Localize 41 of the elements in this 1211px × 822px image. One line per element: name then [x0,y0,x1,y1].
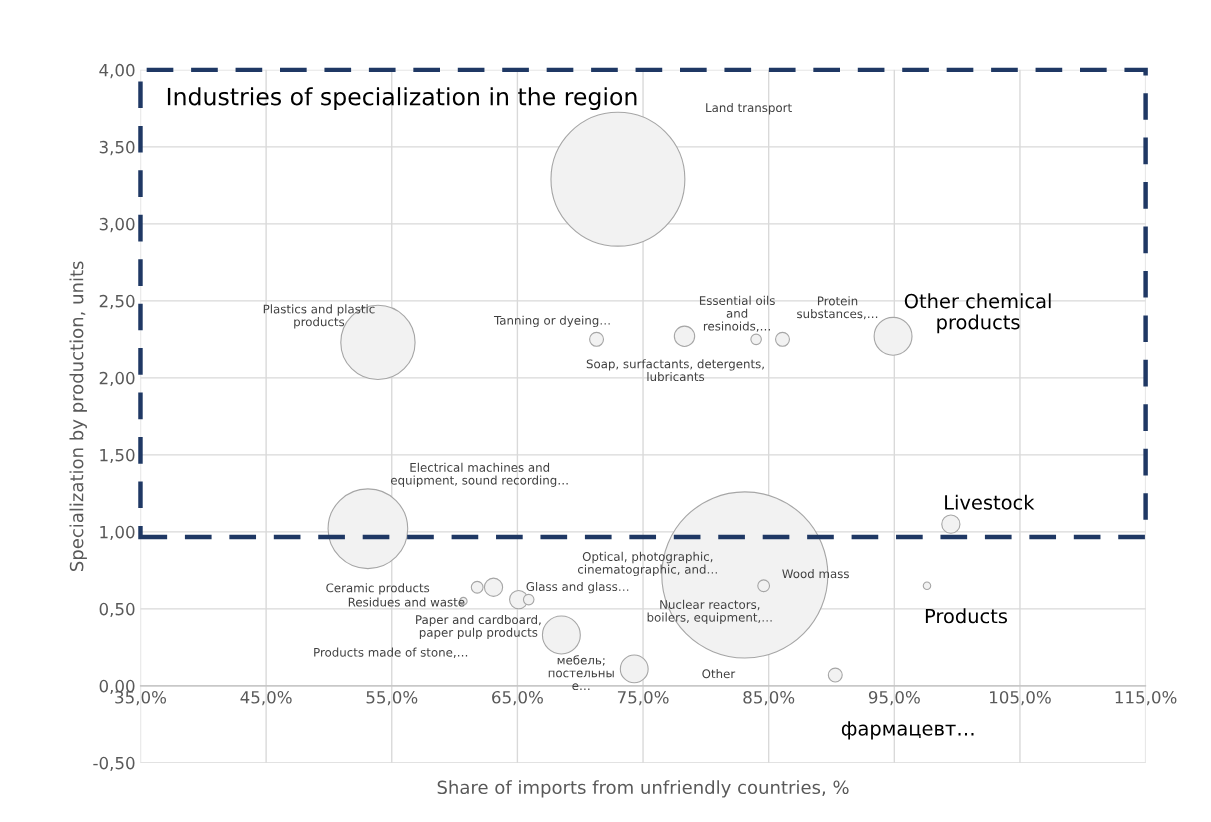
x-axis-title: Share of imports from unfriendly countries, % [437,780,849,798]
annotation: Industries of specialization in the region [167,87,637,111]
y-tick-label: 2,00 [99,371,135,387]
annotation: Essential oils and resinoids,… [699,295,775,332]
x-tick-label: 45,0% [240,690,292,706]
annotation: Other [702,669,736,679]
annotation: Products [925,608,1008,624]
annotation: Glass and glass… [526,581,629,594]
annotation: Soap, surfactants, detergents, lubricants [586,359,764,382]
y-tick-label: -0,50 [93,756,135,772]
annotation: Protein substances,… [797,296,878,320]
annotation: Other chemical products [904,293,1051,334]
annotation: фармацевт… [841,721,974,740]
x-tick-label: 55,0% [366,690,418,706]
x-tick-label: 115,0% [1115,690,1177,706]
x-tick-label: 105,0% [990,690,1051,706]
annotation: Ceramic products [326,583,430,595]
x-tick-label: 75,0% [617,690,669,706]
y-tick-label: 3,00 [99,217,135,233]
annotation: Livestock [945,494,1035,510]
y-tick-label: 0,50 [99,602,135,618]
y-axis-title: Specialization by production, units [69,261,87,571]
annotation: Plastics and plastic products [263,304,375,329]
x-tick-label: 85,0% [743,690,795,706]
annotation: Wood mass [782,569,849,579]
x-tick-label: 95,0% [868,690,920,706]
annotation: мебель; постельны е… [548,655,614,691]
annotation: Electrical machines and equipment, sound recording… [390,462,568,487]
y-tick-label: 4,00 [99,63,135,79]
y-tick-label: 1,50 [100,448,135,464]
y-tick-label: 3,50 [99,140,135,156]
y-tick-label: 2,50 [99,294,135,310]
annotation: Residues and waste [348,597,465,607]
x-tick-label: 65,0% [492,690,543,706]
annotation: Products made of stone,… [314,647,468,658]
annotation: Land transport [706,102,792,115]
annotation: Optical, photographic, cinematographic, and… [577,551,717,577]
annotation: Tanning or dyeing… [493,315,610,328]
y-tick-label: 1,00 [100,525,135,541]
annotation: Nuclear reactors, boilers, equipment,… [647,599,772,625]
annotation: Paper and cardboard, paper pulp products [416,614,541,640]
